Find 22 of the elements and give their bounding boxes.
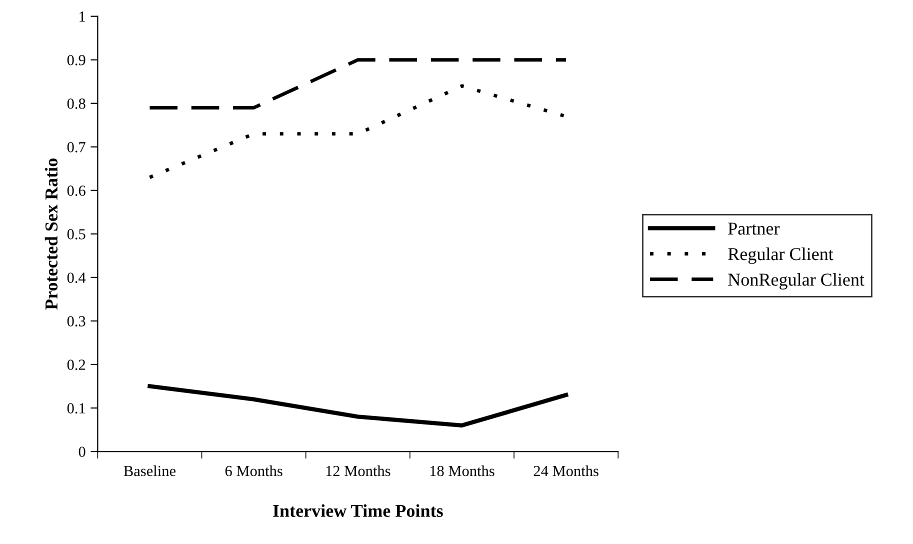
x-tick-label: 6 Months <box>225 465 282 476</box>
y-tick-label: 0.6 <box>67 186 86 196</box>
y-tick-label: 0.4 <box>67 272 86 283</box>
y-tick-label: 0.5 <box>67 229 86 240</box>
x-tick-label: 12 Months <box>326 465 390 476</box>
legend-label: Regular Client <box>728 247 834 264</box>
x-tick-label: Baseline <box>124 465 176 476</box>
x-tick-label: 24 Months <box>534 465 598 476</box>
x-tick-label: 18 Months <box>430 465 494 476</box>
y-axis-title: Protected Sex Ratio <box>44 158 58 310</box>
y-tick-label: 0 <box>78 446 86 457</box>
y-tick-label: 1 <box>80 12 85 22</box>
y-tick-label: 0.9 <box>67 54 86 66</box>
y-tick-label: 0.8 <box>67 98 86 109</box>
y-tick-label: 0.2 <box>67 360 86 370</box>
legend-label: Partner <box>728 222 780 235</box>
x-axis-title: Interview Time Points <box>273 504 443 517</box>
y-tick-label: 0.1 <box>67 403 85 414</box>
y-tick-label: 0.7 <box>67 142 86 152</box>
legend-label: NonRegular Client <box>728 273 864 290</box>
line-series <box>148 384 568 428</box>
y-tick-label: 0.3 <box>67 316 86 326</box>
